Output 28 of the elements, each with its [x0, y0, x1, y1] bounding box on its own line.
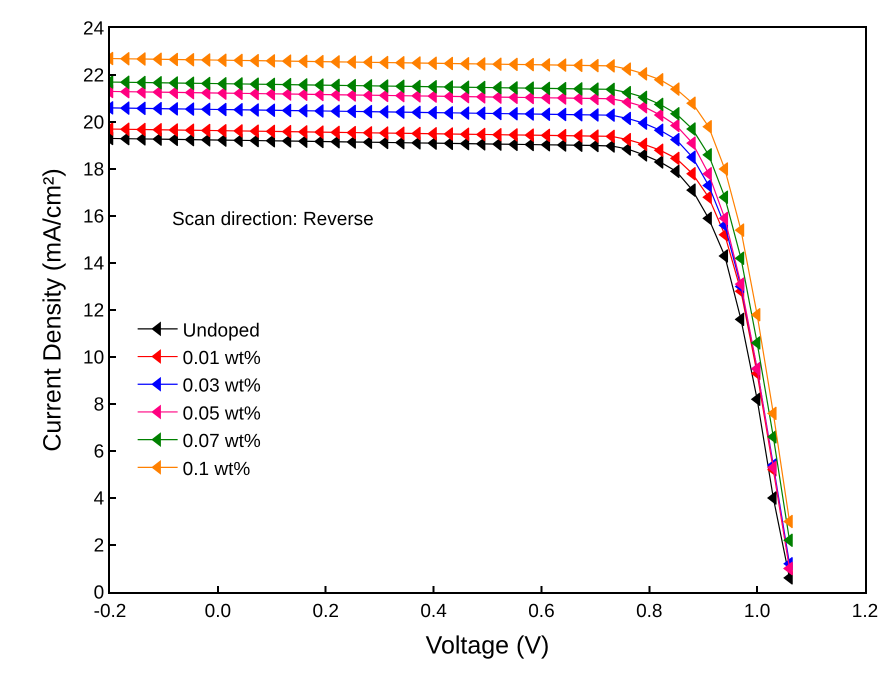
y-tick-label: 8: [94, 394, 104, 416]
y-tick-label: 6: [94, 442, 104, 463]
legend-label: 0.05 wt%: [182, 403, 261, 424]
y-tick-label: 14: [83, 254, 105, 275]
x-tick-label: 1.2: [852, 600, 878, 622]
y-tick-label: 10: [83, 348, 104, 369]
x-tick-label: 0.6: [528, 600, 555, 622]
y-tick-label: 24: [83, 18, 105, 40]
y-tick-label: 18: [83, 160, 104, 181]
y-axis-title: Current Density (mA/cm²): [38, 168, 66, 452]
y-tick-label: 20: [83, 112, 104, 134]
x-axis-title: Voltage (V): [426, 631, 550, 660]
legend-label: 0.01 wt%: [182, 348, 261, 369]
y-tick-label: 16: [83, 206, 104, 228]
annotation: Scan direction: Reverse: [172, 209, 374, 230]
x-tick-label: 0.0: [204, 600, 232, 622]
x-tick-label: 1.0: [744, 600, 770, 622]
x-tick-label: 0.2: [312, 600, 339, 622]
y-tick-label: 4: [94, 488, 105, 510]
legend-label: Undoped: [182, 320, 260, 342]
x-tick-label: 0.4: [420, 600, 448, 622]
legend-label: 0.1 wt%: [182, 458, 250, 480]
x-tick-label: 0.8: [636, 600, 662, 622]
legend-label: 0.07 wt%: [182, 431, 261, 452]
y-tick-label: 2: [94, 536, 104, 557]
y-tick-label: 12: [83, 300, 104, 322]
legend-label: 0.03 wt%: [182, 376, 261, 397]
y-tick-label: 22: [83, 66, 104, 87]
